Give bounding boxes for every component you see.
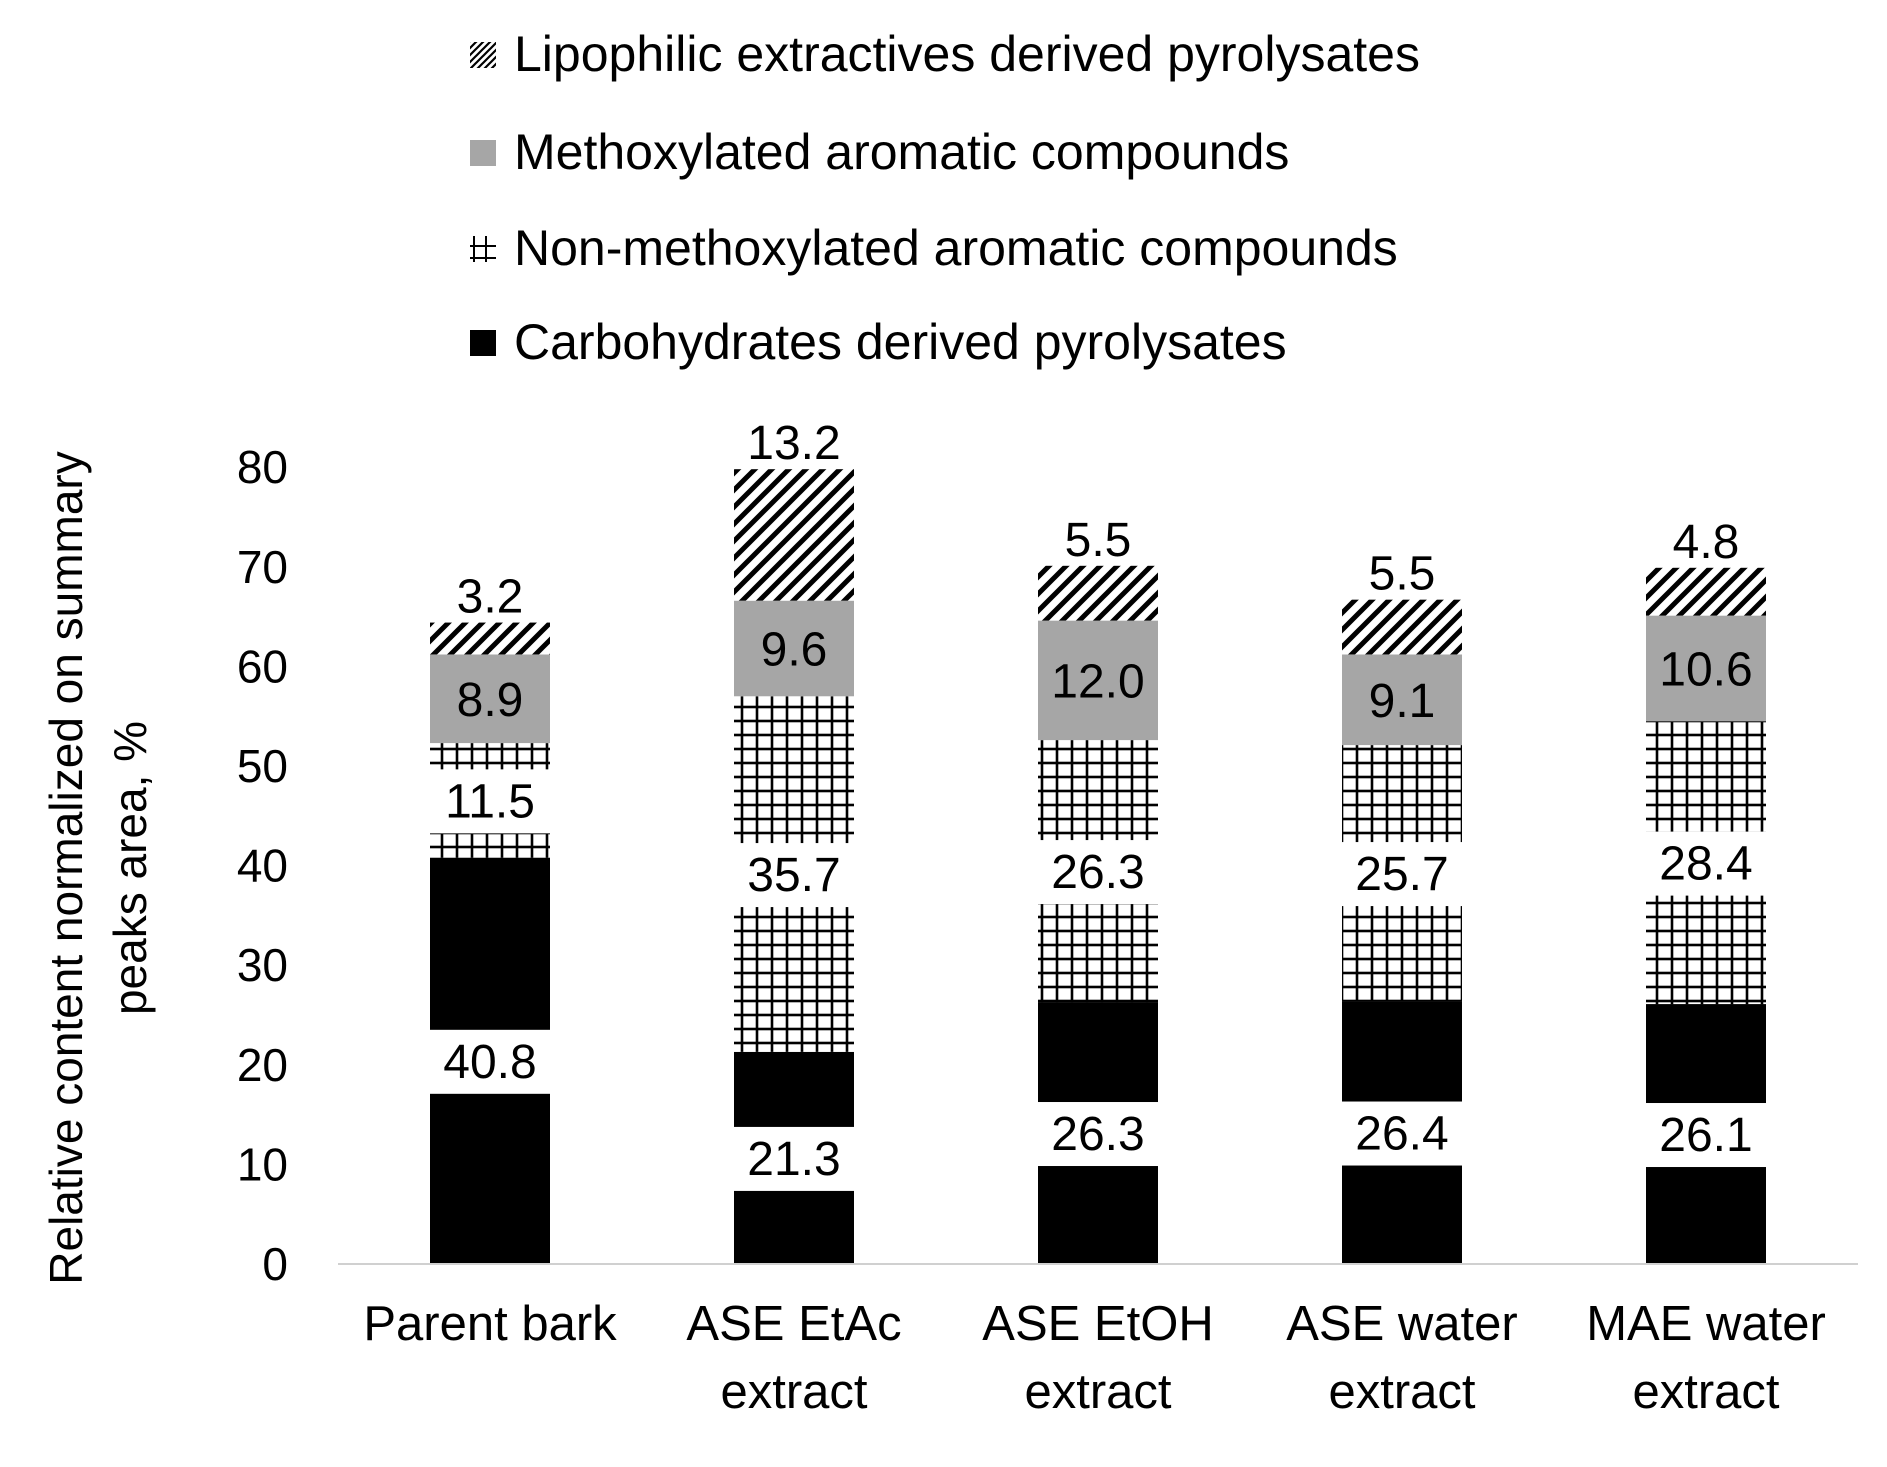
data-label-bg	[1646, 831, 1766, 896]
data-label: 28.4	[1659, 838, 1752, 891]
bar-stack: 40.8 11.5 8.9 3.2	[430, 570, 550, 1264]
data-label: 3.2	[457, 571, 524, 624]
y-tick-label: 50	[237, 740, 288, 792]
bar-segment	[734, 600, 854, 697]
legend-label: Methoxylated aromatic compounds	[514, 124, 1289, 180]
y-axis-ticks: 0 10 20 30 40 50 60 70 80	[237, 441, 288, 1290]
data-label-bg	[734, 843, 854, 908]
data-label-bg	[1658, 515, 1754, 564]
legend-item: Lipophilic extractives derived pyrolysat…	[470, 26, 1420, 82]
legend: Lipophilic extractives derived pyrolysat…	[470, 26, 1420, 370]
data-label: 11.5	[445, 775, 535, 828]
bar-segment	[1342, 599, 1462, 655]
bar-segment	[430, 622, 550, 655]
data-label-bg	[1342, 842, 1462, 907]
y-tick-label: 40	[237, 840, 288, 892]
data-label: 26.3	[1051, 846, 1144, 899]
data-label: 5.5	[1065, 514, 1132, 567]
data-label: 25.7	[1355, 848, 1448, 901]
bar-segment	[1038, 565, 1158, 621]
data-label: 10.6	[1659, 643, 1752, 696]
data-label-bg	[1038, 1102, 1158, 1167]
data-label-bg	[430, 769, 550, 834]
category-label: ASE EtOH	[982, 1297, 1213, 1351]
legend-swatch	[470, 236, 496, 262]
data-label-bg	[734, 1126, 854, 1191]
data-label-bg	[1342, 1101, 1462, 1166]
bar-stack: 26.3 26.3 12.0 5.5	[1038, 513, 1158, 1264]
data-label: 9.1	[1369, 675, 1436, 728]
data-label: 21.3	[747, 1133, 840, 1186]
y-axis-title-line2: peaks area, %	[104, 721, 156, 1015]
category-label: extract	[1024, 1365, 1171, 1419]
category-label: ASE water	[1286, 1297, 1517, 1351]
data-label-bg	[1354, 547, 1450, 596]
bar-segment	[430, 654, 550, 744]
bar-stack: 21.3 35.7 9.6 13.2	[734, 417, 854, 1264]
category-label: extract	[720, 1365, 867, 1419]
y-tick-label: 80	[237, 441, 288, 493]
data-label: 35.7	[747, 849, 840, 902]
y-tick-label: 70	[237, 541, 288, 593]
data-label: 4.8	[1673, 516, 1740, 569]
bar-segment	[1342, 654, 1462, 746]
data-label-bg	[1646, 1103, 1766, 1168]
legend-label: Carbohydrates derived pyrolysates	[514, 314, 1287, 370]
bar-segment	[734, 469, 854, 601]
legend-swatch	[470, 42, 496, 68]
bar-stack: 26.4 25.7 9.1 5.5	[1342, 547, 1462, 1264]
data-label: 26.1	[1659, 1109, 1752, 1162]
data-label-bg	[1038, 840, 1158, 905]
data-label-bg	[746, 417, 842, 466]
legend-label: Non-methoxylated aromatic compounds	[514, 220, 1398, 276]
legend-label: Lipophilic extractives derived pyrolysat…	[514, 26, 1420, 82]
data-label: 8.9	[457, 674, 524, 727]
data-label-bg	[1050, 513, 1146, 562]
bars: 40.8 11.5 8.9 3.2 21.3 35.7 9.6 13.2 26.3 26.3 12.…	[430, 417, 1766, 1264]
category-label: MAE water	[1586, 1297, 1826, 1351]
legend-item: Carbohydrates derived pyrolysates	[470, 314, 1287, 370]
y-axis-title-line1: Relative content normalized on summary	[40, 451, 92, 1284]
data-label-bg	[430, 1029, 550, 1094]
y-tick-label: 60	[237, 640, 288, 692]
legend-item: Non-methoxylated aromatic compounds	[470, 220, 1398, 276]
category-label: extract	[1328, 1365, 1475, 1419]
legend-swatch	[470, 140, 496, 166]
data-label-bg	[442, 570, 538, 619]
y-tick-label: 0	[262, 1238, 288, 1290]
category-labels: Parent bark ASE EtAc extract ASE EtOH extrac…	[363, 1297, 1825, 1419]
data-label: 40.8	[443, 1036, 536, 1089]
data-label: 13.2	[747, 417, 840, 470]
bar-segment	[1646, 567, 1766, 616]
data-label: 12.0	[1051, 655, 1144, 708]
y-tick-label: 10	[237, 1138, 288, 1190]
data-label: 5.5	[1369, 548, 1436, 601]
data-label: 9.6	[761, 623, 828, 676]
legend-swatch	[470, 330, 496, 356]
bar-stack: 26.1 28.4 10.6 4.8	[1646, 515, 1766, 1264]
category-label: ASE EtAc	[686, 1297, 901, 1351]
data-label: 26.3	[1051, 1108, 1144, 1161]
data-label: 26.4	[1355, 1108, 1448, 1161]
y-tick-label: 30	[237, 939, 288, 991]
bar-segment	[1038, 620, 1158, 741]
category-label: Parent bark	[363, 1297, 617, 1351]
legend-item: Methoxylated aromatic compounds	[470, 124, 1289, 180]
bar-segment	[1646, 615, 1766, 722]
y-tick-label: 20	[237, 1039, 288, 1091]
category-label: extract	[1632, 1365, 1779, 1419]
